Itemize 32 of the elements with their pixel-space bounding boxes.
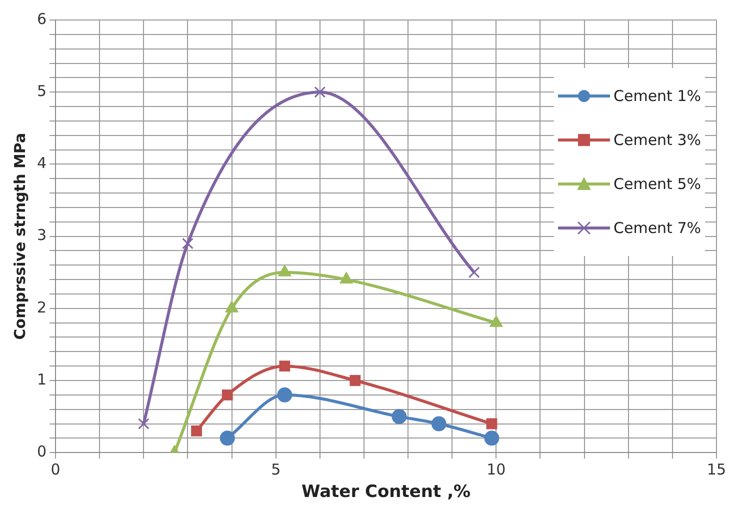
point: [220, 430, 235, 446]
y-axis-title: Comprssive strngth MPa: [10, 132, 29, 340]
point: [468, 266, 480, 278]
x-tick-label: 5: [271, 460, 281, 478]
point: [182, 238, 194, 250]
x-tick-label: 0: [50, 460, 60, 478]
point: [340, 272, 353, 284]
x-tick-label: 10: [486, 460, 506, 478]
point: [431, 416, 446, 432]
y-tick-label: 2: [36, 298, 47, 316]
point: [484, 430, 500, 446]
legend-label: Cement 5%: [614, 175, 701, 193]
y-tick-label: 5: [36, 82, 47, 100]
x-tick-label: 15: [706, 460, 726, 478]
legend-label: Cement 7%: [614, 219, 701, 237]
point: [486, 418, 498, 430]
point: [350, 375, 361, 386]
legend-label: Cement 1%: [614, 87, 701, 105]
y-tick-label: 4: [36, 154, 47, 172]
point: [392, 409, 407, 424]
y-tick-label: 0: [36, 442, 47, 460]
point: [191, 426, 202, 436]
point: [277, 387, 292, 402]
y-tick-label: 3: [36, 226, 47, 244]
y-tick-label: 6: [36, 10, 47, 28]
point: [279, 360, 290, 372]
legend-label: Cement 3%: [614, 131, 701, 149]
x-axis-title: Water Content ,%: [301, 482, 471, 502]
point: [138, 418, 150, 430]
point: [222, 389, 233, 400]
point: [314, 86, 326, 98]
y-tick-label: 1: [36, 370, 47, 388]
